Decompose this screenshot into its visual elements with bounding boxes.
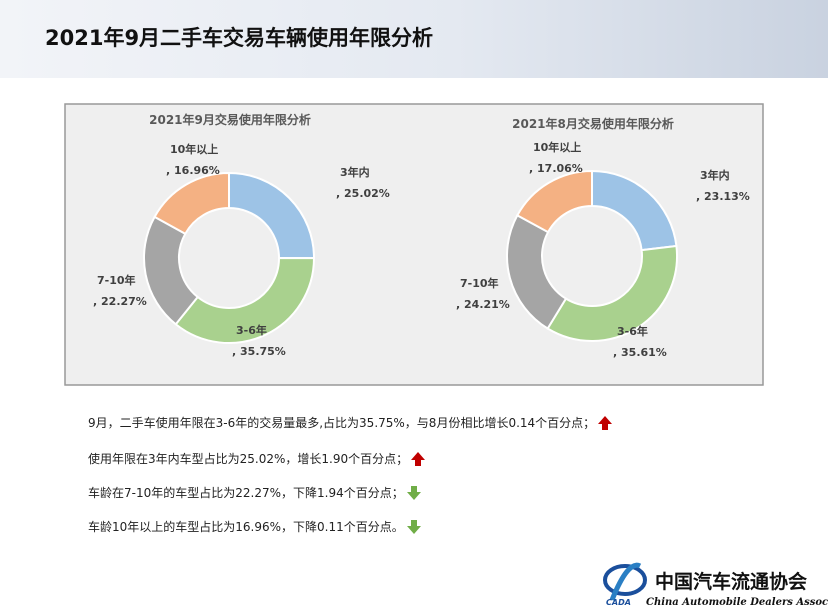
donut-slice [174,257,316,344]
header: 2021年9月二手车交易车辆使用年限分析 [0,0,828,78]
slice-value-label: , 24.21% [456,298,510,311]
slice-value-label: , 25.02% [336,187,390,200]
donut-slice [546,244,678,342]
arrow-down [406,519,421,534]
slice-category: 10年以上 [170,142,218,156]
slice-value-label: , 22.27% [93,295,147,308]
slice-category: 3年内 [340,165,370,179]
note-text: 9月，二手车使用年限在3-6年的交易量最多,占比为35.75%，与8月份相比增长… [88,416,596,430]
donut-slice [153,171,230,236]
page-title: 2021年9月二手车交易车辆使用年限分析 [45,26,434,50]
slice-category: 3-6年 [236,323,267,337]
slice-value-label: , 35.61% [613,346,667,359]
slice-value-label: , 23.13% [696,190,750,203]
note: 9月，二手车使用年限在3-6年的交易量最多,占比为35.75%，与8月份相比增长… [88,414,613,431]
slice-category: 3-6年 [617,324,648,338]
slice-category: 3年内 [700,168,730,182]
slice-value-label: , 16.96% [166,164,220,177]
note-text: 车龄10年以上的车型占比为16.96%，下降0.11个百分点。 [88,520,404,534]
note: 车龄10年以上的车型占比为16.96%，下降0.11个百分点。 [88,518,422,535]
logo-abbr: CADA [606,598,631,607]
note-text: 车龄在7-10年的车型占比为22.27%，下降1.94个百分点； [88,486,404,500]
logo-english: China Automobile Dealers Association [646,597,828,608]
note: 车龄在7-10年的车型占比为22.27%，下降1.94个百分点； [88,484,422,501]
slice-value-label: , 17.06% [529,162,583,175]
arrow-down [406,485,421,500]
logo-emblem [603,562,647,601]
donut-slice [516,169,593,234]
note: 使用年限在3年内车型占比为25.02%，增长1.90个百分点； [88,450,426,467]
arrow-up [411,451,426,466]
slice-category: 7-10年 [460,276,499,290]
note-text: 使用年限在3年内车型占比为25.02%，增长1.90个百分点； [88,452,409,466]
chart-title: 2021年9月交易使用年限分析 [149,112,311,127]
arrow-up [598,415,613,430]
chart-title: 2021年8月交易使用年限分析 [512,116,674,131]
slice-category: 10年以上 [533,140,581,154]
slice-category: 7-10年 [97,273,136,287]
slice-value-label: , 35.75% [232,345,286,358]
logo-name: 中国汽车流通协会 [655,570,807,593]
